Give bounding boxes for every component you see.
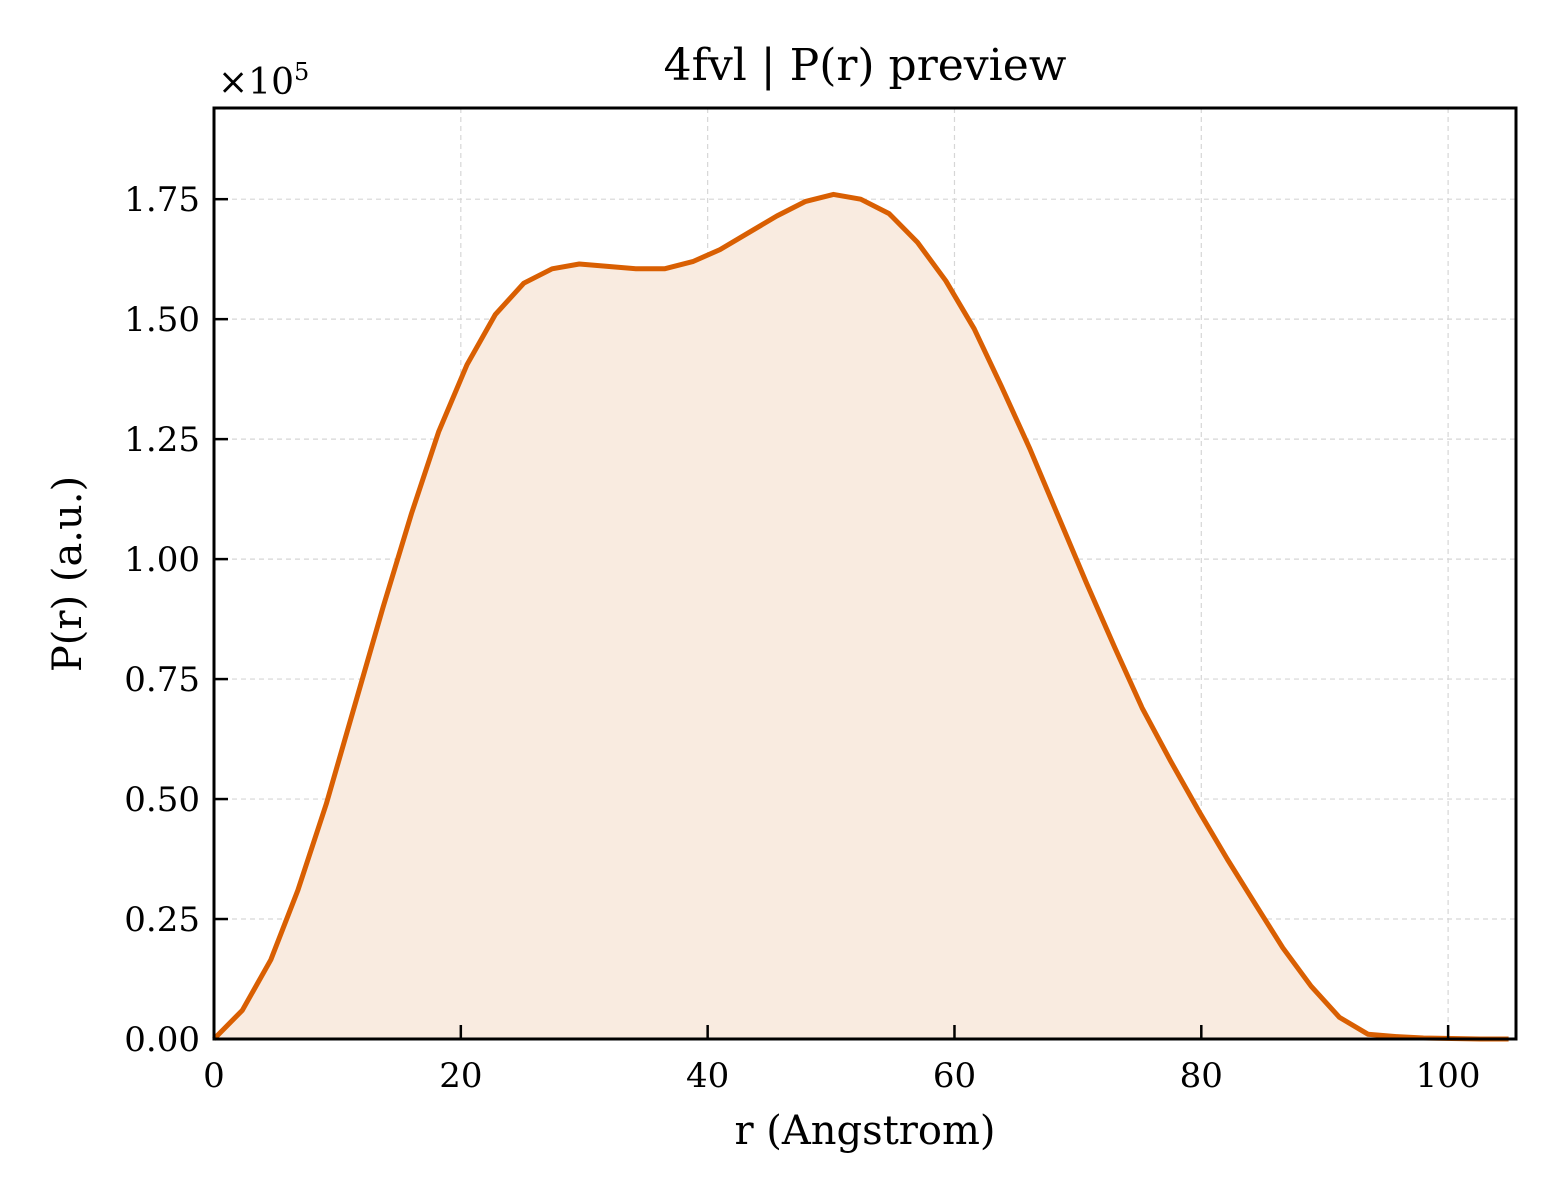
y-tick-label: 0.00 [124,1020,200,1060]
x-tick-label: 20 [439,1056,482,1096]
x-axis-label: r (Angstrom) [734,1108,996,1154]
y-tick-label: 0.75 [124,660,200,700]
x-tick-label: 40 [686,1056,729,1096]
y-offset-base: ×10 [218,62,294,103]
chart-title: 4fvl | P(r) preview [663,40,1067,91]
axis-ticks: 0 20 40 60 80 100 0.00 0.25 0.50 0.75 1.00 1.25 1.50… [124,180,1480,1096]
y-axis-offset-label: ×105 [218,58,309,103]
pr-area-fill [214,194,1509,1039]
y-tick-label: 0.50 [124,780,200,820]
plot-frame [212,106,1518,1041]
x-tick-label: 60 [933,1056,976,1096]
y-tick-label: 1.75 [124,180,200,220]
x-tick-label: 100 [1416,1056,1481,1096]
x-tick-label: 0 [203,1056,225,1096]
y-tick-label: 1.25 [124,420,200,460]
x-tick-label: 80 [1180,1056,1223,1096]
y-axis-label: P(r) (a.u.) [45,475,91,673]
y-offset-exponent: 5 [293,58,310,86]
pr-curve [212,191,1509,1042]
y-tick-label: 0.25 [124,900,200,940]
y-tick-label: 1.50 [124,300,200,340]
y-tick-label: 1.00 [124,540,200,580]
